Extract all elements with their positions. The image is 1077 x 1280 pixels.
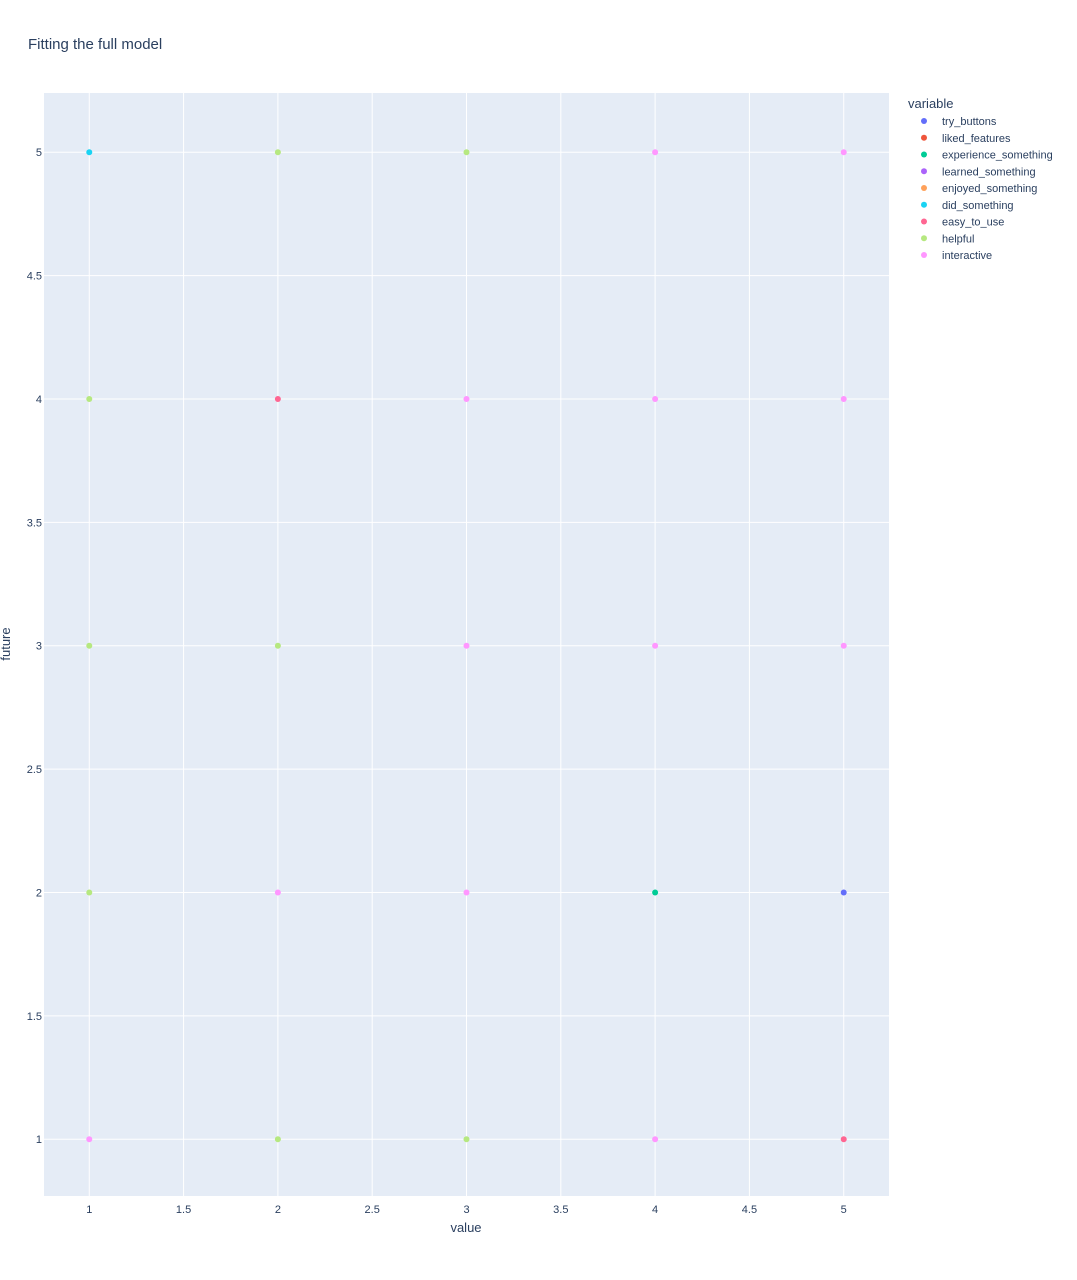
x-axis-ticks: 1 1.5 2 2.5 3 3.5 4 4.5 5 xyxy=(86,1204,847,1216)
legend-marker xyxy=(921,168,927,175)
y-tick-label: 2.5 xyxy=(27,764,42,776)
data-point-interactive[interactable] xyxy=(652,1136,659,1143)
x-axis-title: value xyxy=(450,1220,481,1235)
y-tick-label: 2 xyxy=(36,887,42,899)
legend[interactable]: variable try_buttons liked_featuresexperi… xyxy=(908,96,1053,262)
legend-label: liked_features xyxy=(942,133,1011,145)
legend-label: interactive xyxy=(942,250,992,262)
x-tick-label: 3 xyxy=(463,1204,469,1216)
data-point-interactive[interactable] xyxy=(652,149,659,156)
data-point-interactive[interactable] xyxy=(652,642,659,649)
data-point-interactive[interactable] xyxy=(652,395,659,402)
legend-marker xyxy=(921,134,927,141)
data-point-helpful[interactable] xyxy=(274,1136,281,1143)
legend-items[interactable]: try_buttons liked_features experience_some… xyxy=(921,116,1053,262)
legend-label: helpful xyxy=(942,233,974,245)
legend-marker xyxy=(921,218,927,225)
legend-label: easy_to_use xyxy=(942,217,1004,229)
legend-label: enjoyed_something xyxy=(942,183,1037,195)
data-point-helpful[interactable] xyxy=(463,1136,470,1143)
legend-label: try_buttons xyxy=(942,116,997,128)
data-point-experience-something[interactable] xyxy=(652,889,659,896)
y-tick-label: 5 xyxy=(36,147,42,159)
data-point-interactive[interactable] xyxy=(86,1136,93,1143)
legend-label: learned_something xyxy=(942,166,1036,178)
legend-marker xyxy=(921,252,927,258)
y-tick-label: 3.5 xyxy=(27,517,42,529)
legend-item-helpful[interactable]: helpful xyxy=(921,233,974,245)
data-point-helpful[interactable] xyxy=(274,149,281,156)
x-tick-label: 2.5 xyxy=(365,1204,380,1216)
legend-marker xyxy=(921,118,927,124)
legend-item-easy-to-use[interactable]: easy_to_use xyxy=(921,217,1004,229)
legend-label: experience_something xyxy=(942,150,1053,162)
legend-item-experience-something[interactable]: experience_something xyxy=(921,150,1053,162)
y-tick-label: 3 xyxy=(36,641,42,653)
y-tick-label: 4.5 xyxy=(27,271,42,283)
legend-title: variable xyxy=(908,96,954,111)
data-point-helpful[interactable] xyxy=(86,642,93,649)
x-tick-label: 4.5 xyxy=(742,1204,757,1216)
x-tick-label: 5 xyxy=(841,1204,847,1216)
data-point-interactive[interactable] xyxy=(840,149,847,156)
data-point-try-buttons[interactable] xyxy=(840,889,847,896)
data-point-helpful[interactable] xyxy=(86,889,93,896)
data-point-easy-to-use[interactable] xyxy=(274,395,281,402)
data-point-interactive[interactable] xyxy=(840,642,847,649)
y-tick-label: 1 xyxy=(36,1134,42,1146)
legend-item-interactive[interactable]: interactive xyxy=(921,250,992,262)
chart-title: Fitting the full model xyxy=(28,36,162,53)
data-point-interactive[interactable] xyxy=(274,889,281,896)
data-points xyxy=(86,149,847,1143)
data-point-helpful[interactable] xyxy=(463,149,470,156)
data-point-did-something[interactable] xyxy=(86,149,93,156)
y-axis-ticks: 1 1.5 2 2.5 3 3.5 4 4.5 5 xyxy=(27,147,42,1146)
legend-item-learned-something[interactable]: learned_something xyxy=(921,166,1036,178)
x-tick-label: 2 xyxy=(275,1204,281,1216)
data-point-interactive[interactable] xyxy=(463,642,470,649)
x-tick-label: 3.5 xyxy=(553,1204,568,1216)
legend-label: did_something xyxy=(942,200,1014,212)
data-point-interactive[interactable] xyxy=(463,395,470,402)
legend-marker xyxy=(921,201,927,208)
data-point-helpful[interactable] xyxy=(274,642,281,649)
data-point-helpful[interactable] xyxy=(86,395,93,402)
legend-item-liked-features[interactable]: liked_features xyxy=(921,133,1011,145)
legend-item-try-buttons[interactable]: try_buttons xyxy=(921,116,997,128)
x-tick-label: 1 xyxy=(86,1204,92,1216)
y-tick-label: 1.5 xyxy=(27,1011,42,1023)
legend-marker xyxy=(921,151,927,158)
data-point-interactive[interactable] xyxy=(840,395,847,402)
legend-marker xyxy=(921,185,927,191)
data-point-interactive[interactable] xyxy=(463,889,470,896)
data-point-easy-to-use[interactable] xyxy=(840,1136,847,1143)
x-tick-label: 4 xyxy=(652,1204,658,1216)
y-axis-title: future xyxy=(0,627,13,660)
legend-item-enjoyed-something[interactable]: enjoyed_something xyxy=(921,183,1037,195)
legend-item-did-something[interactable]: did_something xyxy=(921,200,1014,212)
legend-marker xyxy=(921,235,927,242)
x-tick-label: 1.5 xyxy=(176,1204,191,1216)
y-tick-label: 4 xyxy=(36,394,42,406)
